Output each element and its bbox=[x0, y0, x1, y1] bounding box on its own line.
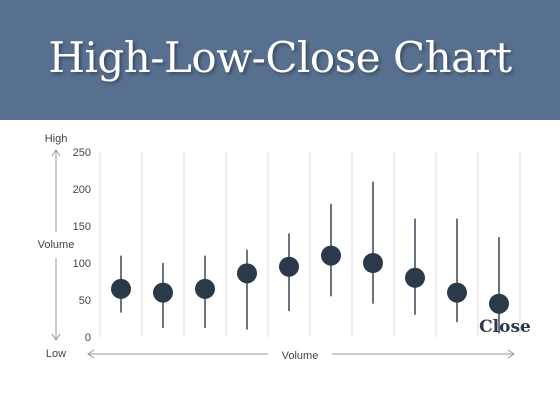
low-label: Low bbox=[46, 348, 66, 360]
close-marker bbox=[405, 267, 425, 288]
vertical-gridlines bbox=[99, 152, 521, 337]
close-marker bbox=[489, 293, 509, 314]
close-marker bbox=[321, 245, 341, 266]
high-label: High bbox=[45, 133, 68, 145]
y-axis-label: Volume bbox=[38, 239, 75, 251]
vertical-axis-arrow bbox=[51, 149, 61, 341]
close-marker bbox=[153, 282, 173, 303]
hlc-point bbox=[447, 218, 467, 323]
hlc-series bbox=[111, 181, 509, 334]
y-tick-label: 250 bbox=[73, 147, 91, 159]
close-marker bbox=[279, 256, 299, 277]
close-marker bbox=[363, 253, 383, 273]
y-tick-labels: 0 50 100 150 200 250 bbox=[73, 147, 91, 344]
title-banner bbox=[0, 0, 560, 120]
hlc-point bbox=[111, 255, 131, 313]
y-tick-label: 50 bbox=[79, 295, 91, 307]
hlc-point bbox=[153, 263, 173, 329]
chart-title: High-Low-Close Chart bbox=[48, 33, 512, 82]
y-tick-label: 100 bbox=[73, 258, 91, 270]
close-marker bbox=[195, 278, 215, 299]
hlc-point bbox=[321, 203, 341, 297]
close-label: Close bbox=[479, 317, 531, 337]
close-marker bbox=[237, 263, 257, 284]
hlc-point bbox=[363, 181, 383, 304]
hlc-point bbox=[279, 233, 299, 312]
close-marker bbox=[447, 282, 467, 303]
y-tick-label: 0 bbox=[85, 332, 91, 344]
hlc-point bbox=[489, 237, 509, 334]
close-marker bbox=[111, 278, 131, 299]
hlc-point bbox=[405, 218, 425, 315]
horizontal-axis-arrow bbox=[87, 349, 515, 359]
y-tick-label: 200 bbox=[73, 184, 91, 196]
x-axis-label: Volume bbox=[282, 350, 319, 362]
y-tick-label: 150 bbox=[73, 221, 91, 233]
hlc-point bbox=[237, 249, 257, 330]
hlc-point bbox=[195, 255, 215, 329]
